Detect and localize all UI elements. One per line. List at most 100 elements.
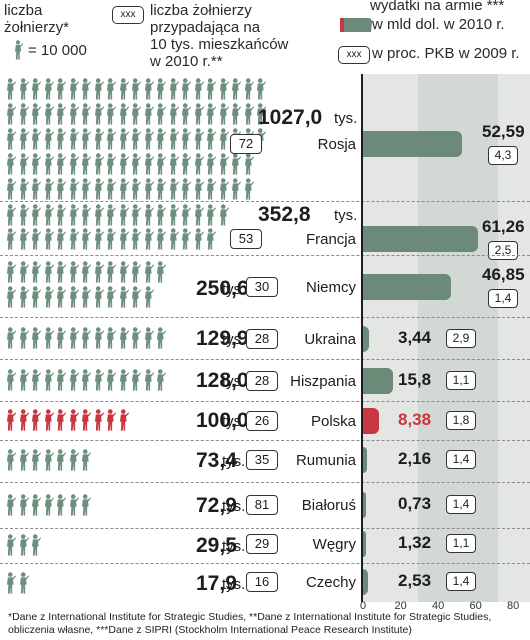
- soldier-count: 72,9: [196, 494, 237, 517]
- soldier-legend-icon: [12, 40, 24, 60]
- soldier-icon: [154, 228, 167, 250]
- soldier-icon: [92, 178, 105, 200]
- soldier-icon-row: [4, 204, 229, 226]
- soldier-count: 352,8: [258, 203, 311, 226]
- soldier-icon: [204, 204, 217, 226]
- soldier-icon: [117, 327, 130, 349]
- soldier-icon: [42, 204, 55, 226]
- soldier-icon: [129, 103, 142, 125]
- soldier-icon: [129, 286, 142, 308]
- legend-pkb-label: w proc. PKB w 2009 r.: [372, 45, 520, 62]
- soldier-icon: [104, 204, 117, 226]
- soldier-icon-row: [4, 409, 129, 431]
- country-row: 73,4 tys. 35 Rumunia 2,16 1,4: [0, 440, 530, 482]
- soldier-icon: [4, 128, 17, 150]
- soldier-icon-row: [4, 286, 154, 308]
- soldier-icon: [29, 534, 42, 556]
- soldier-icon: [204, 228, 217, 250]
- soldier-icon: [67, 128, 80, 150]
- soldier-icon: [54, 494, 67, 516]
- country-row: 72,9 tys. 81 Białoruś 0,73 1,4: [0, 482, 530, 528]
- country-name: Ukraina: [304, 331, 356, 348]
- row-separator: [0, 255, 530, 256]
- soldier-icon: [17, 409, 30, 431]
- gdp-share-box: 1,4: [446, 450, 476, 469]
- country-row: 129,9 tys. 28 Ukraina 3,44 2,9: [0, 317, 530, 359]
- soldier-icon: [29, 128, 42, 150]
- soldier-icon: [92, 204, 105, 226]
- soldier-count: 250,6: [196, 277, 249, 300]
- legend-per-label-4: w 2010 r.**: [150, 53, 223, 70]
- country-row: 100,0 tys. 26 Polska 8,38 1,8: [0, 401, 530, 440]
- soldier-icon: [154, 178, 167, 200]
- per-capita-box: 28: [246, 329, 278, 349]
- country-name: Rumunia: [295, 452, 356, 469]
- soldier-icon: [4, 78, 17, 100]
- spending-bar: [363, 274, 451, 300]
- soldier-icon: [204, 78, 217, 100]
- soldier-icon: [79, 178, 92, 200]
- soldier-icon: [4, 494, 17, 516]
- soldier-icon: [17, 261, 30, 283]
- soldier-icon: [204, 103, 217, 125]
- soldier-icon: [117, 409, 130, 431]
- soldier-icon: [79, 369, 92, 391]
- soldier-icon: [229, 103, 242, 125]
- soldier-icon: [192, 153, 205, 175]
- soldier-icon: [142, 153, 155, 175]
- soldier-icon: [4, 103, 17, 125]
- soldier-icon: [179, 204, 192, 226]
- soldier-icon: [104, 78, 117, 100]
- soldier-icon: [92, 128, 105, 150]
- soldier-icon: [4, 153, 17, 175]
- soldier-icon: [17, 228, 30, 250]
- soldier-icon: [54, 103, 67, 125]
- soldier-icon: [104, 409, 117, 431]
- soldier-icon: [179, 128, 192, 150]
- soldier-icon: [79, 327, 92, 349]
- soldier-icon: [117, 153, 130, 175]
- soldier-icon: [17, 103, 30, 125]
- soldier-icon: [29, 261, 42, 283]
- gdp-share-box: 1,4: [446, 572, 476, 591]
- soldier-icon: [142, 261, 155, 283]
- gdp-share-box: 1,8: [446, 411, 476, 430]
- soldier-icon: [92, 78, 105, 100]
- soldier-icon: [4, 369, 17, 391]
- soldier-icon: [67, 369, 80, 391]
- soldier-icon: [67, 78, 80, 100]
- spending-bar: [363, 368, 393, 394]
- soldier-icon: [117, 178, 130, 200]
- soldier-icon: [67, 204, 80, 226]
- soldier-icon-row: [4, 327, 167, 349]
- soldier-icon: [104, 327, 117, 349]
- soldier-icon: [117, 369, 130, 391]
- soldier-icon: [54, 449, 67, 471]
- x-tick-label: 60: [469, 600, 482, 612]
- soldier-icon: [92, 261, 105, 283]
- per-capita-box: 72: [230, 134, 262, 154]
- country-row: 128,0 tys. 28 Hiszpania 15,8 1,1: [0, 359, 530, 401]
- soldier-icon: [67, 228, 80, 250]
- row-separator: [0, 401, 530, 402]
- gdp-share-box: 1,4: [446, 495, 476, 514]
- soldier-icon: [54, 409, 67, 431]
- soldier-icon: [179, 228, 192, 250]
- soldier-icon: [129, 261, 142, 283]
- per-capita-box: 26: [246, 411, 278, 431]
- legend-exp-label-2: w mld dol. w 2010 r.: [372, 16, 505, 33]
- legend-per-label-2: przypadająca na: [150, 19, 261, 36]
- footnote-line-2: obliczenia własne, ***Dane z SIPRI (Stoc…: [8, 624, 412, 636]
- soldier-icon: [167, 103, 180, 125]
- soldier-icon: [17, 178, 30, 200]
- spending-value: 52,59: [482, 122, 525, 141]
- soldier-count: 73,4: [196, 449, 237, 472]
- soldier-icon: [229, 78, 242, 100]
- spending-value: 2,16: [398, 449, 432, 468]
- gdp-share-box: 1,1: [446, 534, 476, 553]
- soldier-count-unit: tys.: [222, 576, 246, 593]
- soldier-icon: [79, 128, 92, 150]
- gdp-share-box: 1,1: [446, 371, 476, 390]
- soldier-count: 100,0: [196, 409, 249, 432]
- soldier-icon: [42, 228, 55, 250]
